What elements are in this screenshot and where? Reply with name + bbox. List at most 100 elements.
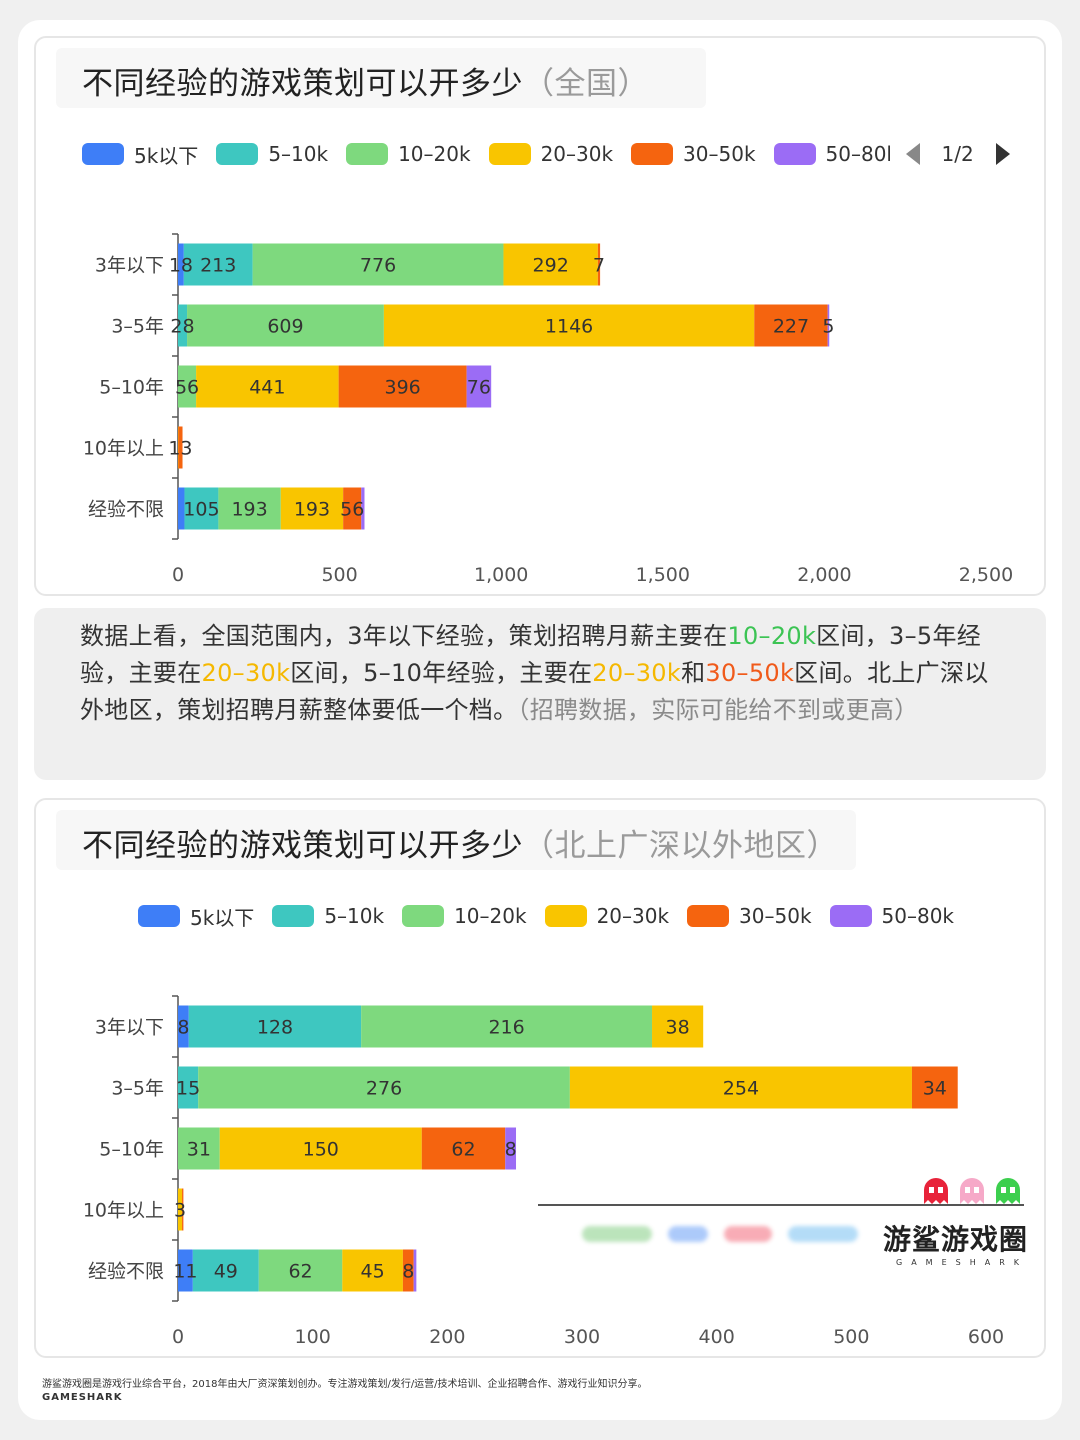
legend-item[interactable]: 30–50k [687,904,812,928]
category-label: 3–5年 [111,316,164,338]
data-label: 56 [175,377,199,399]
legend-item[interactable]: 50–80l [773,142,890,166]
chart-title-main: 不同经验的游戏策划可以开多少 [82,828,523,864]
legend-label: 10–20k [398,142,471,166]
bar-segment [218,487,281,530]
category-label: 10年以上 [83,1200,164,1222]
data-label: 128 [257,1017,293,1039]
bar-segment [503,243,598,286]
data-label: 441 [249,377,285,399]
legend-label: 50–80k [881,904,955,928]
data-label: 34 [923,1078,947,1100]
note-text: 区间，5–10年经验，主要在 [290,659,593,687]
data-label: 105 [183,499,219,521]
data-label: 254 [723,1078,759,1100]
data-label: 776 [360,255,396,277]
data-label: 8 [402,1261,414,1283]
chart-legend: 5k以下 5–10k 10–20k 20–30k 30–50k 50–80k [138,900,972,932]
data-label: 31 [187,1139,211,1161]
data-label: 15 [176,1078,200,1100]
data-label: 38 [666,1017,690,1039]
chart-title: 不同经验的游戏策划可以开多少（全国） [82,58,649,103]
legend-item[interactable]: 20–30k [544,904,670,928]
bar-segment [258,1249,343,1292]
chart-title: 不同经验的游戏策划可以开多少（北上广深以外地区） [82,820,838,865]
data-label: 150 [303,1139,339,1161]
bar-segment [361,1005,653,1048]
data-label: 1146 [545,316,593,338]
bar-segment [178,365,197,408]
bar-segment [187,304,384,347]
legend-swatch [631,143,674,165]
bar-segment [192,1249,259,1292]
data-label: 213 [200,255,236,277]
x-tick-label: 0 [172,564,184,586]
data-label: 18 [169,255,193,277]
legend-item[interactable]: 5–10k [216,142,328,166]
legend-item[interactable]: 10–20k [402,904,527,928]
ghost-icons [922,1178,1022,1206]
x-tick-label: 2,500 [959,564,1013,586]
footer-text: 游鲨游戏圈是游戏行业综合平台，2018年由大厂资深策划创办。专注游戏策划/发行/… [42,1379,648,1390]
legend-label: 5–10k [268,142,329,166]
data-label: 56 [340,499,364,521]
data-label: 609 [267,316,303,338]
legend-item[interactable]: 5–10k [272,904,384,928]
legend-page-indicator: 1/2 [941,142,974,166]
data-label: 276 [366,1078,402,1100]
bar-segment [383,304,755,347]
legend-item[interactable]: 20–30k [488,142,613,166]
data-label: 193 [294,499,330,521]
prev-page-icon[interactable] [905,143,920,165]
category-label: 3–5年 [111,1078,164,1100]
bar-segment [178,1127,220,1170]
bar-segment [178,1188,183,1231]
data-label: 292 [533,255,569,277]
data-label: 396 [384,377,420,399]
bar-segment [754,304,828,347]
legend-item[interactable]: 30–50k [631,142,756,166]
legend-item[interactable]: 10–20k [346,142,471,166]
summary-note: 数据上看，全国范围内，3年以下经验，策划招聘月薪主要在10–20k区间，3–5年… [34,608,1046,780]
x-tick-label: 1,000 [474,564,528,586]
bar-segment [652,1005,704,1048]
note-text: 数据上看，全国范围内，3年以下经验，策划招聘月薪主要在 [80,622,728,650]
bar-segment [178,1249,193,1292]
category-label: 10年以上 [83,438,164,460]
bar-segment [280,487,344,530]
next-page-icon[interactable] [995,143,1010,165]
data-label: 13 [168,438,192,460]
legend-item[interactable]: 50–80k [829,904,955,928]
data-label: 8 [177,1017,189,1039]
partner-logos [582,1226,858,1242]
data-label: 5 [822,316,834,338]
bar-segment [178,304,188,347]
bar-segment [188,1005,362,1048]
legend-swatch [687,905,730,927]
legend-swatch [773,143,816,165]
legend-label: 20–30k [596,904,670,928]
data-label: 3 [174,1200,186,1222]
bar-segment [183,243,253,286]
legend-item[interactable]: 5k以下 [82,140,198,169]
bar-segment [178,487,185,530]
logo-area: 游鲨游戏圈 GAMESHARK [538,1200,1028,1280]
data-label: 227 [773,316,809,338]
page: 不同经验的游戏策划可以开多少（全国） 5k以下 5–10k 10–20k 20–30k… [18,20,1062,1420]
note-text: 区间，3–5年经验，主要在 [80,622,982,687]
legend-label: 10–20k [454,904,527,928]
title-background [56,810,856,870]
legend-swatch [346,143,389,165]
chart-title-sub: （全国） [523,66,649,102]
chart-card-national: 不同经验的游戏策划可以开多少（全国） 5k以下 5–10k 10–20k 20–30k… [34,36,1046,596]
bar-segment [338,365,467,408]
legend-item[interactable]: 5k以下 [138,902,254,931]
data-label: 45 [360,1261,384,1283]
category-label: 5–10年 [99,1139,164,1161]
legend-swatch [488,143,531,165]
data-label: 49 [214,1261,238,1283]
bar-segment [178,1005,189,1048]
green-ghost-icon [996,1178,1020,1204]
legend-label: 30–50k [739,904,812,928]
legend-label: 5k以下 [134,143,199,168]
